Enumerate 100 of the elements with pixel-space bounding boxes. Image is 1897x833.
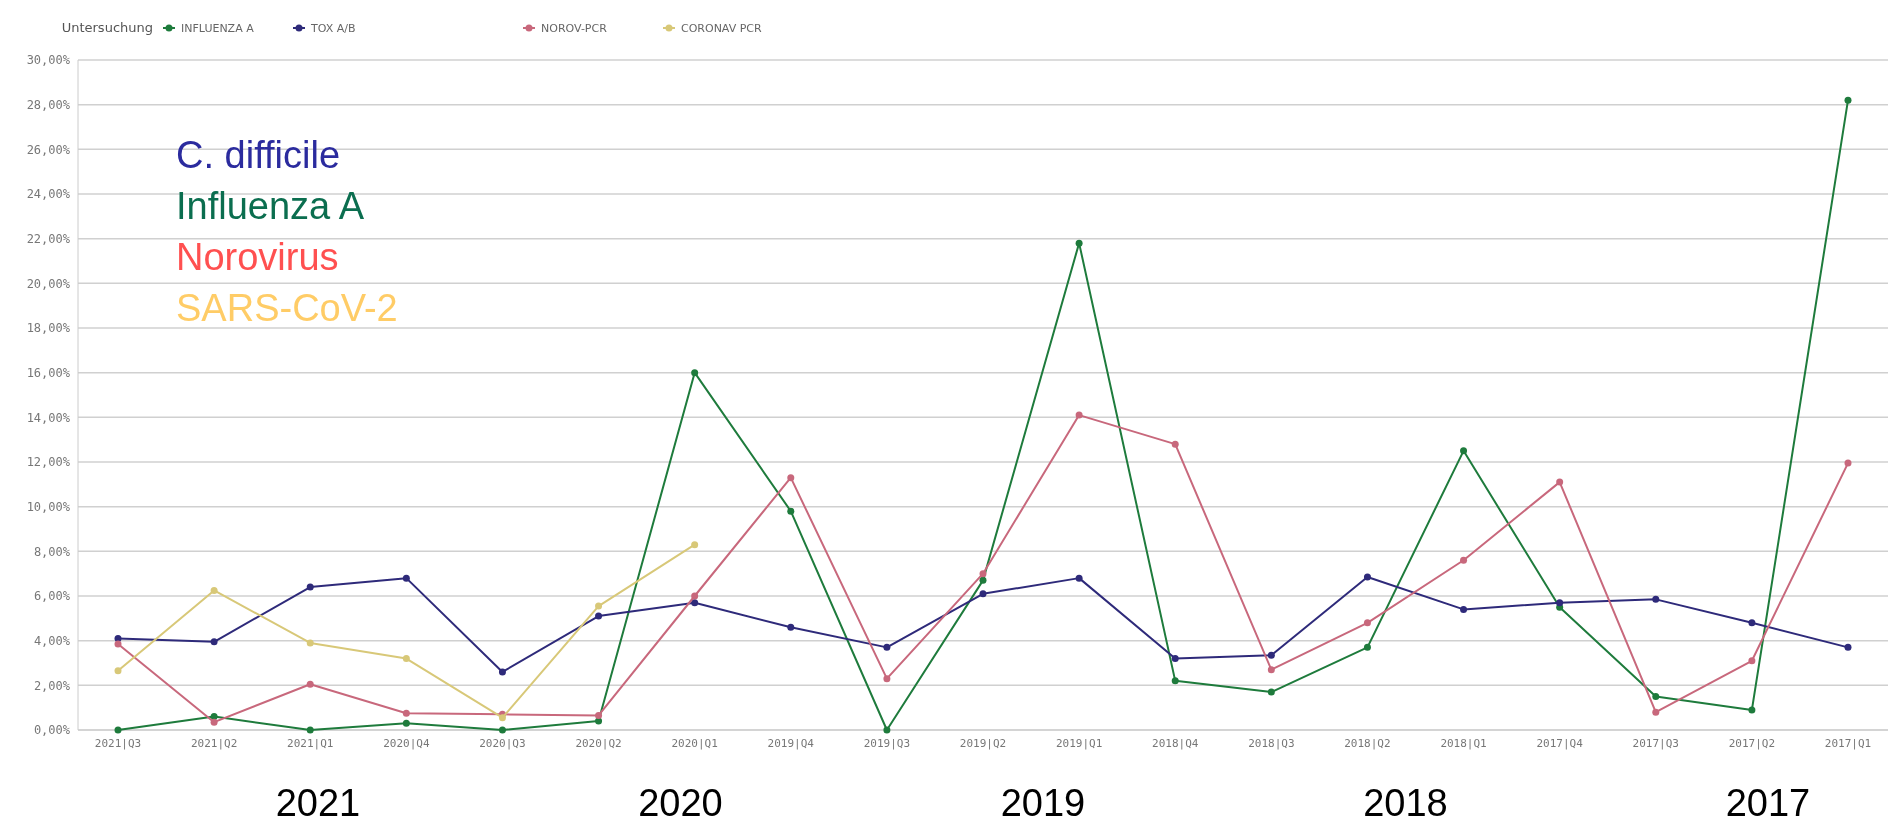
point bbox=[1748, 619, 1756, 627]
legend-title: Untersuchung bbox=[61, 20, 153, 35]
point bbox=[1652, 693, 1660, 700]
point bbox=[1267, 651, 1275, 659]
x-tick-label: 2021|Q3 bbox=[94, 737, 142, 750]
point bbox=[1460, 605, 1468, 613]
point bbox=[306, 583, 314, 591]
y-tick-label: 2,00% bbox=[33, 678, 71, 693]
point bbox=[1267, 688, 1275, 696]
point bbox=[691, 541, 699, 549]
point bbox=[1075, 239, 1083, 247]
point bbox=[306, 680, 314, 688]
point bbox=[1748, 657, 1756, 665]
point bbox=[1267, 666, 1275, 674]
x-tick-label: 2020|Q1 bbox=[671, 737, 718, 750]
legend-label: TOX A/B bbox=[310, 21, 356, 35]
y-tick-label: 18,00% bbox=[26, 321, 71, 336]
point bbox=[498, 714, 506, 722]
x-tick-label: 2020|Q4 bbox=[383, 737, 430, 750]
x-tick-label: 2019|Q2 bbox=[959, 737, 1007, 750]
y-tick-label: 8,00% bbox=[33, 544, 71, 559]
point bbox=[595, 612, 603, 620]
point bbox=[883, 675, 891, 683]
point bbox=[210, 638, 218, 646]
point bbox=[595, 602, 603, 610]
x-tick-label: 2017|Q4 bbox=[1536, 737, 1584, 750]
x-tick-label: 2019|Q3 bbox=[863, 737, 911, 750]
y-tick-label: 28,00% bbox=[26, 97, 71, 112]
point bbox=[306, 639, 314, 647]
x-tick-label: 2021|Q2 bbox=[190, 737, 238, 750]
point bbox=[595, 711, 603, 719]
point bbox=[787, 474, 795, 482]
point bbox=[1556, 599, 1564, 607]
point bbox=[210, 713, 218, 721]
point bbox=[1460, 447, 1468, 455]
point bbox=[114, 726, 122, 734]
y-tick-label: 0,00% bbox=[33, 723, 71, 738]
x-tick-label: 2017|Q3 bbox=[1632, 737, 1679, 750]
point bbox=[210, 586, 218, 594]
point bbox=[402, 655, 410, 663]
point bbox=[1363, 643, 1371, 651]
point bbox=[979, 590, 987, 598]
point bbox=[1171, 440, 1179, 448]
point bbox=[595, 717, 603, 725]
point bbox=[498, 668, 506, 676]
x-tick-label: 2017|Q2 bbox=[1728, 737, 1776, 750]
point bbox=[114, 667, 122, 675]
point bbox=[1363, 573, 1371, 581]
point bbox=[1556, 478, 1564, 486]
annotation: SARS-CoV-2 bbox=[176, 287, 398, 329]
x-tick-label: 2019|Q4 bbox=[767, 737, 815, 750]
y-tick-label: 12,00% bbox=[26, 455, 71, 470]
y-tick-label: 14,00% bbox=[26, 410, 71, 425]
point bbox=[402, 719, 410, 727]
point bbox=[402, 709, 410, 717]
x-tick-label: 2020|Q3 bbox=[479, 737, 526, 750]
point bbox=[402, 574, 410, 582]
y-tick-label: 24,00% bbox=[26, 187, 71, 202]
annotation: C. difficile bbox=[176, 134, 341, 176]
point bbox=[1652, 595, 1660, 603]
point bbox=[114, 640, 122, 648]
y-tick-label: 6,00% bbox=[33, 589, 71, 604]
y-tick-label: 4,00% bbox=[33, 633, 71, 648]
point bbox=[787, 507, 795, 515]
y-tick-label: 16,00% bbox=[26, 365, 71, 380]
point bbox=[1171, 677, 1179, 685]
x-tick-label: 2021|Q1 bbox=[287, 737, 334, 750]
point bbox=[691, 369, 699, 377]
point bbox=[1844, 643, 1852, 651]
x-tick-label: 2019|Q1 bbox=[1055, 737, 1103, 750]
y-tick-label: 22,00% bbox=[26, 231, 71, 246]
point bbox=[1844, 459, 1852, 467]
point bbox=[1652, 708, 1660, 716]
point bbox=[691, 599, 699, 607]
legend-label: NOROV-PCR bbox=[541, 21, 608, 35]
y-tick-label: 10,00% bbox=[26, 499, 71, 514]
point bbox=[787, 623, 795, 631]
text: 2020 bbox=[638, 782, 723, 824]
point bbox=[1075, 411, 1083, 419]
x-tick-label: 2018|Q1 bbox=[1440, 737, 1487, 750]
point bbox=[1748, 706, 1756, 714]
point bbox=[979, 576, 987, 584]
x-tick-label: 2018|Q3 bbox=[1248, 737, 1295, 750]
point bbox=[883, 643, 891, 651]
x-tick-label: 2020|Q2 bbox=[575, 737, 622, 750]
x-tick-label: 2018|Q4 bbox=[1152, 737, 1199, 750]
y-tick-label: 30,00% bbox=[26, 53, 71, 68]
point bbox=[210, 718, 218, 726]
legend-label: CORONAV PCR bbox=[681, 21, 763, 35]
point bbox=[1363, 619, 1371, 627]
point bbox=[691, 592, 699, 600]
y-tick-label: 26,00% bbox=[26, 142, 71, 157]
point bbox=[1844, 96, 1852, 104]
annotation: Norovirus bbox=[176, 236, 339, 278]
point bbox=[498, 726, 506, 734]
text: 2017 bbox=[1725, 782, 1811, 824]
point bbox=[883, 726, 891, 734]
point bbox=[1460, 556, 1468, 564]
y-tick-label: 20,00% bbox=[26, 276, 71, 291]
x-tick-label: 2017|Q1 bbox=[1824, 737, 1872, 750]
